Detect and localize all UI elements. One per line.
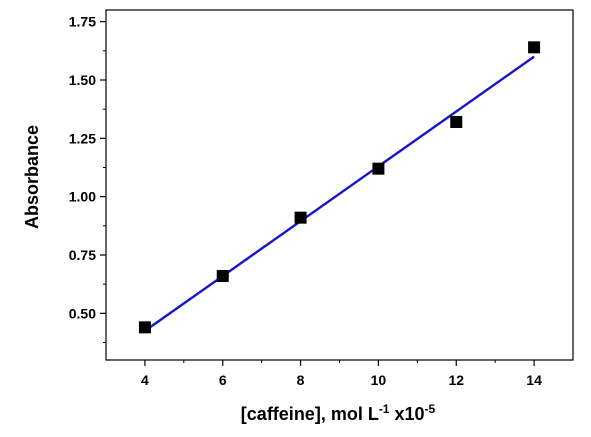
y-tick-label: 1.00 [69, 189, 96, 205]
x-tick-label: 12 [448, 372, 464, 388]
data-point [372, 162, 385, 175]
fit-line-group [144, 55, 535, 332]
data-point [138, 321, 151, 334]
x-tick-label: 4 [141, 372, 149, 388]
x-tick-label: 8 [297, 372, 305, 388]
y-axis-title: Absorbance [22, 125, 42, 229]
data-point [450, 116, 463, 128]
y-tick-label: 1.75 [69, 14, 96, 30]
x-tick-label: 10 [371, 372, 387, 388]
x-axis-title: [caffeine], mol L-1 x10-5 [241, 402, 436, 424]
y-tick-label: 0.75 [69, 247, 96, 263]
data-points [138, 41, 541, 334]
data-point [294, 211, 307, 224]
y-tick-label: 1.25 [69, 130, 96, 146]
data-point [216, 270, 229, 282]
y-tick-label: 0.50 [69, 305, 96, 321]
x-tick-label: 6 [219, 372, 227, 388]
x-tick-label: 14 [526, 372, 542, 388]
fit-line [144, 55, 535, 332]
data-point [528, 41, 541, 54]
ticks: 4 6 8 10 12 14 0.50 0.75 1.00 1.25 1.50 1.75 [69, 14, 542, 388]
y-tick-label: 1.50 [69, 72, 96, 88]
